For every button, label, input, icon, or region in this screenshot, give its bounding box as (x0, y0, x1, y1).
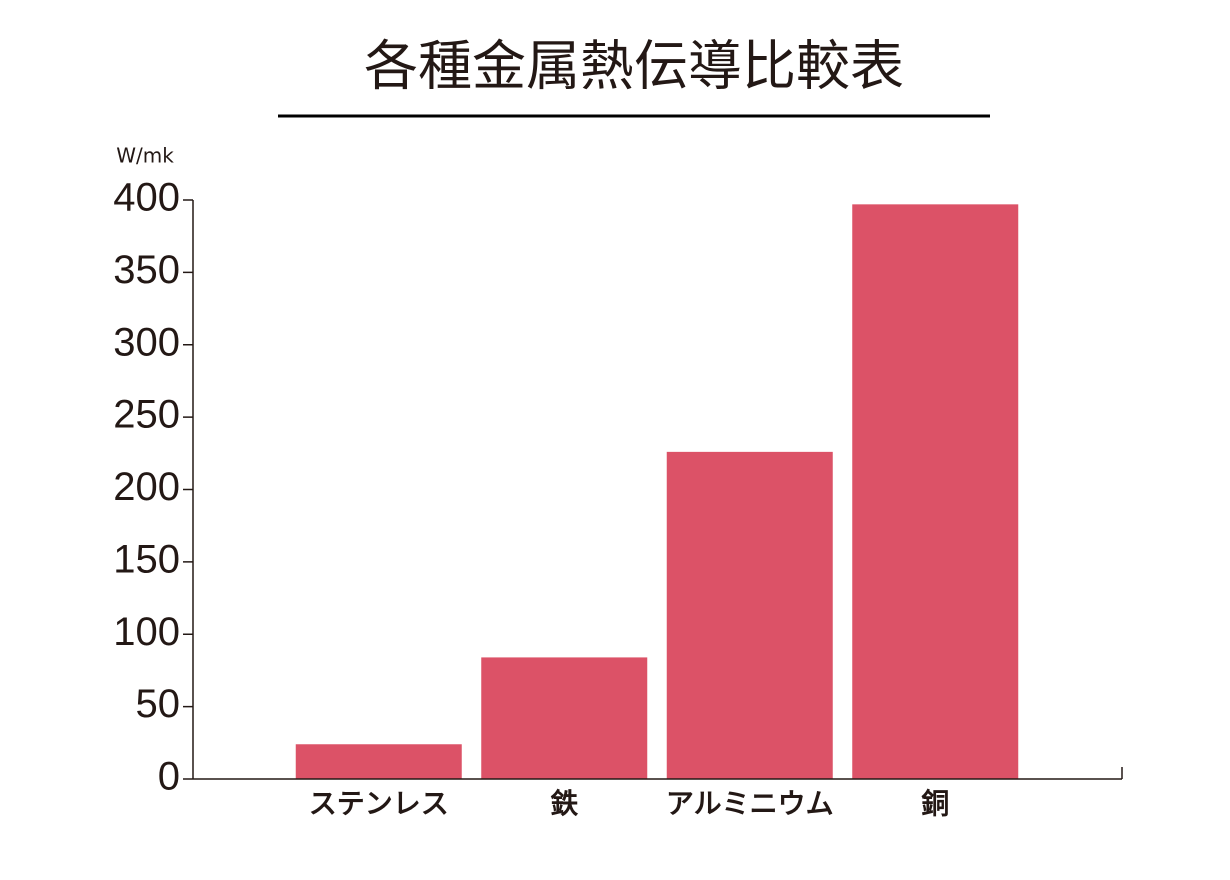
y-tick-label: 100 (113, 610, 180, 654)
bar (295, 744, 462, 779)
x-tick-label: 鉄 (550, 787, 578, 820)
y-tick-label: 250 (113, 393, 180, 437)
y-tick-label: 400 (113, 176, 180, 220)
chart-title: 各種金属熱伝導比較表 (364, 35, 904, 98)
x-tick-label: アルミニウム (666, 787, 834, 820)
y-axis-label: W/mk (116, 144, 174, 168)
bar (666, 451, 833, 779)
bar (852, 204, 1019, 779)
y-tick-label: 0 (158, 755, 180, 799)
y-tick-label: 300 (113, 320, 180, 364)
bar (481, 657, 648, 779)
y-tick-label: 50 (136, 682, 181, 726)
x-tick-label: 銅 (921, 787, 949, 820)
x-tick-label: ステンレス (309, 787, 449, 820)
y-tick-label: 150 (113, 537, 180, 581)
y-tick-label: 350 (113, 248, 180, 292)
y-tick-label: 200 (113, 465, 180, 509)
